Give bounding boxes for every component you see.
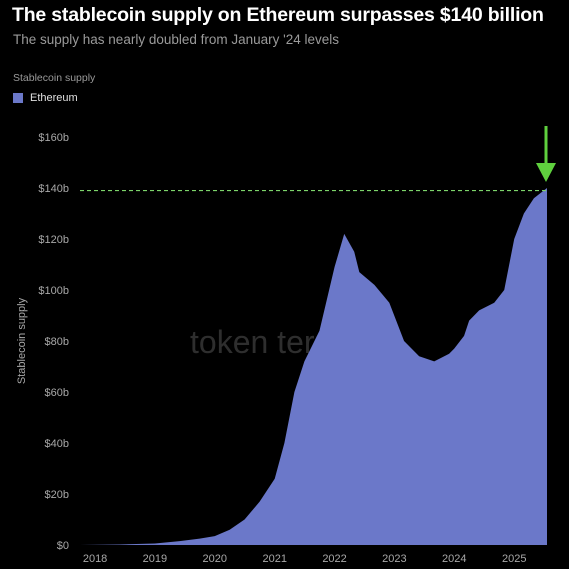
y-tick-label: $0 [57,540,69,552]
y-tick-label: $40b [45,438,69,450]
y-tick-label: $160b [38,132,69,144]
x-tick-label: 2021 [262,553,286,565]
legend-item-label: Ethereum [30,92,78,104]
legend-item-ethereum[interactable]: Ethereum [13,92,78,104]
x-tick-label: 2025 [502,553,526,565]
x-tick-label: 2024 [442,553,466,565]
legend-title: Stablecoin supply [13,72,96,84]
x-tick-label: 2022 [322,553,346,565]
x-tick-label: 2019 [143,553,167,565]
y-tick-label: $120b [38,234,69,246]
y-tick-label: $60b [45,387,69,399]
y-tick-label: $140b [38,183,69,195]
y-tick-label: $100b [38,285,69,297]
arrow-annotation-icon [536,126,556,182]
legend-swatch-icon [13,93,23,103]
x-tick-label: 2023 [382,553,406,565]
y-tick-label: $80b [45,336,69,348]
y-axis-title: Stablecoin supply [16,297,28,384]
chart-subtitle: The supply has nearly doubled from Janua… [13,32,340,47]
x-tick-label: 2020 [202,553,226,565]
chart-title: The stablecoin supply on Ethereum surpas… [12,4,544,26]
x-tick-label: 2018 [83,553,107,565]
y-tick-label: $20b [45,489,69,501]
series-area-ethereum [80,188,547,545]
